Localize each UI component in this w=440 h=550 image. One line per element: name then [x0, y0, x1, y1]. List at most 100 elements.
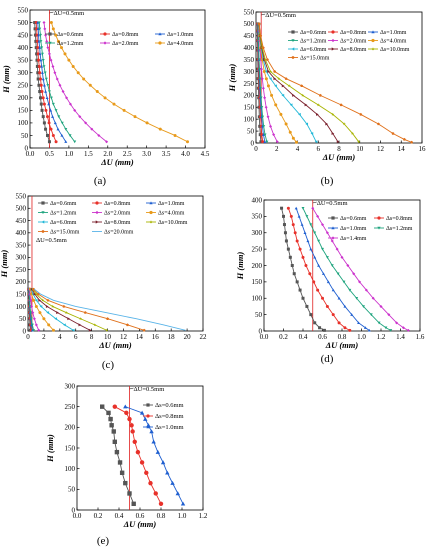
data-point — [406, 328, 410, 332]
data-point — [259, 34, 263, 38]
series-line — [101, 406, 135, 504]
legend-label: Δs=0.8mm — [386, 216, 413, 222]
data-point — [51, 328, 55, 332]
data-point — [146, 425, 150, 429]
series — [294, 206, 371, 332]
data-point — [288, 255, 292, 259]
legend-label: Δs=2.0mm — [104, 211, 131, 217]
data-point — [82, 77, 86, 81]
x-tick-label: 14 — [136, 333, 144, 341]
y-tick-label: 150 — [65, 444, 76, 452]
data-point — [68, 102, 72, 106]
x-tick-label: 2 — [42, 333, 46, 341]
data-point — [331, 131, 335, 135]
x-axis-label: ΔU (mm) — [325, 340, 359, 350]
series — [257, 22, 414, 144]
data-point — [54, 140, 58, 144]
data-point — [155, 449, 161, 454]
data-point — [60, 46, 63, 50]
x-tick-label: 0.6 — [318, 333, 327, 341]
y-tick-label: 550 — [16, 192, 27, 200]
data-point — [369, 313, 373, 317]
data-point — [106, 410, 111, 416]
data-point — [357, 321, 361, 325]
data-point — [325, 304, 329, 308]
data-point — [264, 77, 268, 81]
data-point — [51, 115, 55, 118]
data-point — [262, 70, 266, 74]
data-point — [260, 106, 264, 109]
data-point — [259, 96, 263, 100]
y-axis-label: H (mm) — [1, 65, 11, 94]
data-point — [313, 321, 317, 325]
data-point — [41, 58, 45, 62]
x-tick-label: 3.5 — [162, 150, 171, 158]
data-point — [259, 67, 263, 71]
data-point — [158, 501, 164, 506]
y-tick-label: 550 — [244, 8, 255, 16]
data-point — [153, 491, 158, 496]
data-point — [62, 304, 66, 308]
x-tick-label: 2.0 — [103, 150, 112, 158]
data-point — [47, 102, 51, 106]
data-point — [30, 304, 34, 308]
data-point — [151, 439, 156, 444]
data-point — [38, 46, 42, 49]
data-point — [291, 39, 295, 43]
data-point — [112, 404, 118, 409]
data-point — [93, 323, 97, 327]
series — [311, 206, 410, 332]
data-point — [149, 210, 153, 215]
y-tick-label: 100 — [244, 115, 255, 123]
data-point — [30, 292, 34, 296]
x-tick-label: 1.0 — [178, 512, 187, 520]
data-point — [331, 288, 335, 292]
data-point — [56, 39, 60, 43]
data-point — [44, 108, 48, 112]
y-tick-label: 200 — [252, 262, 263, 270]
data-point — [402, 137, 406, 141]
data-point — [60, 121, 64, 125]
x-tick-label: 0 — [26, 333, 30, 341]
data-point — [33, 27, 37, 31]
data-point — [395, 321, 399, 325]
data-point — [105, 140, 109, 144]
data-point — [34, 292, 38, 296]
series-line — [258, 23, 297, 143]
data-point — [45, 304, 49, 308]
x-tick-label: 0 — [254, 145, 258, 153]
y-tick-label: 300 — [65, 382, 76, 390]
x-tick-label: 0.4 — [115, 512, 124, 520]
y-tick-label: 300 — [252, 229, 263, 237]
reference-line-label: ΔU=0.5mm — [317, 200, 348, 207]
data-point — [295, 280, 299, 284]
y-axis: 0 50 100 150 200 250 300 350 400 450 500 550 — [18, 6, 33, 152]
data-point — [41, 77, 45, 81]
data-point — [295, 239, 299, 243]
data-point — [289, 103, 293, 107]
data-point — [127, 416, 132, 422]
data-point — [131, 501, 136, 506]
data-point — [289, 214, 293, 218]
legend-label: Δs=0.8mm — [112, 32, 139, 38]
x-tick-label: 0.6 — [136, 512, 145, 520]
data-point — [122, 108, 126, 112]
data-point — [40, 46, 44, 50]
data-point — [325, 256, 329, 259]
data-point — [39, 58, 43, 62]
data-point — [280, 206, 284, 210]
x-tick-label: 12 — [377, 145, 385, 153]
data-point — [363, 326, 367, 329]
data-point — [37, 328, 41, 332]
y-tick-label: 100 — [65, 465, 76, 473]
data-point — [46, 133, 49, 137]
data-point — [317, 264, 321, 267]
data-point — [41, 211, 45, 215]
data-point — [291, 136, 295, 140]
data-point — [291, 30, 295, 34]
data-point — [35, 58, 39, 62]
data-point — [148, 480, 153, 486]
legend-label: Δs=2.0mm — [112, 41, 139, 47]
data-point — [277, 77, 281, 81]
legend-label: Δs=10.0mm — [380, 47, 410, 53]
